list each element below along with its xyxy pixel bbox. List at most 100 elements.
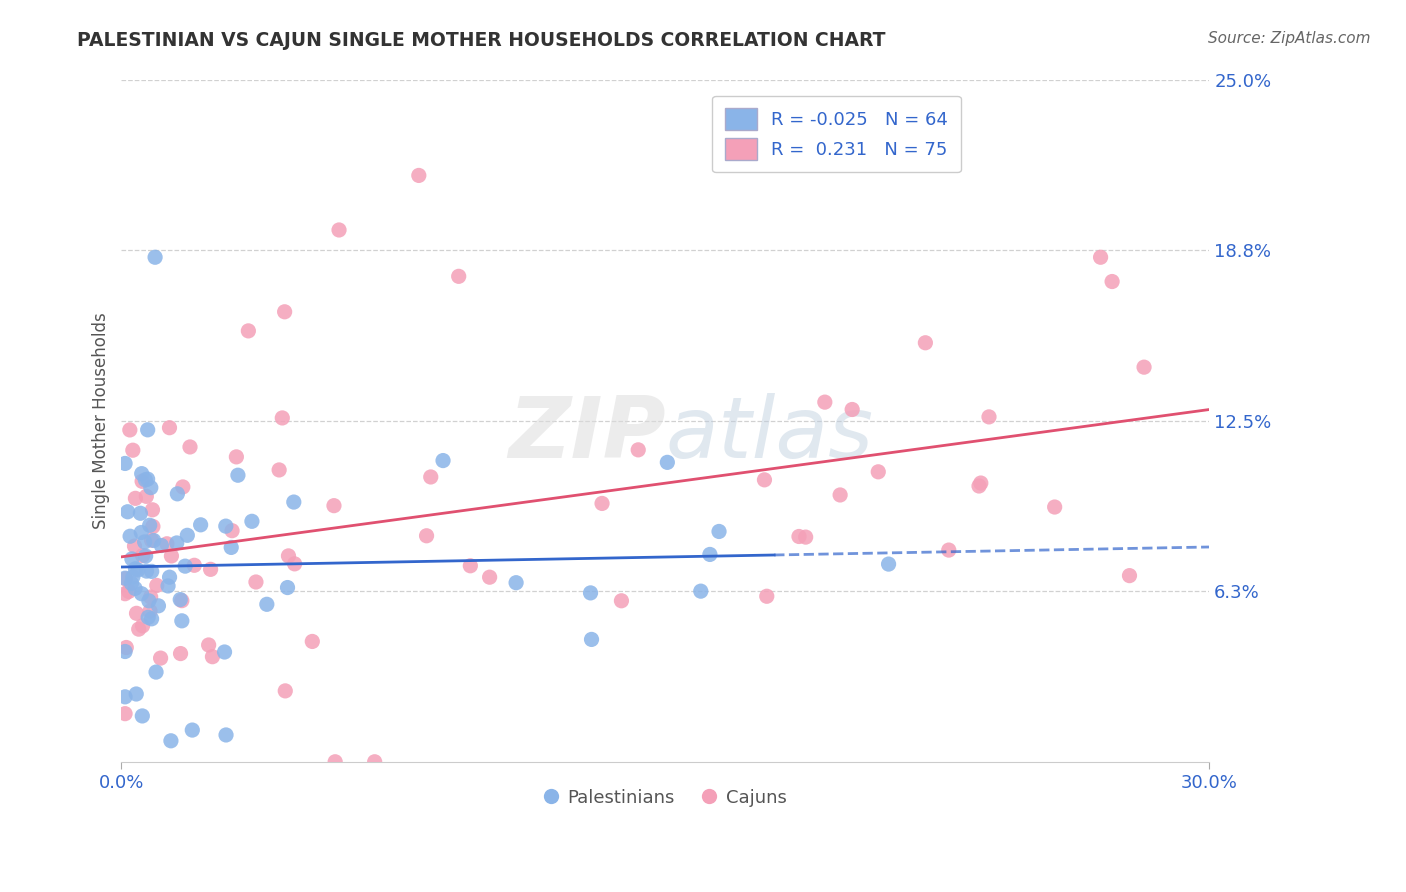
Point bbox=[136, 472, 159, 486]
Point bbox=[328, 223, 350, 237]
Point bbox=[276, 581, 298, 595]
Point bbox=[142, 519, 165, 533]
Point bbox=[129, 506, 152, 520]
Point bbox=[135, 549, 157, 563]
Point bbox=[814, 395, 837, 409]
Point bbox=[240, 514, 263, 528]
Point bbox=[478, 570, 501, 584]
Point bbox=[754, 473, 776, 487]
Point bbox=[169, 647, 191, 661]
Point bbox=[114, 571, 136, 585]
Point bbox=[157, 579, 180, 593]
Point bbox=[1090, 250, 1112, 264]
Point bbox=[432, 453, 454, 467]
Point bbox=[114, 457, 136, 471]
Point bbox=[131, 709, 153, 723]
Text: ZIP: ZIP bbox=[508, 393, 665, 476]
Point bbox=[868, 465, 890, 479]
Point bbox=[977, 409, 1000, 424]
Point bbox=[169, 592, 191, 607]
Point bbox=[755, 589, 778, 603]
Point bbox=[914, 335, 936, 350]
Point bbox=[121, 570, 143, 584]
Point bbox=[179, 440, 201, 454]
Point bbox=[183, 558, 205, 573]
Point bbox=[114, 690, 136, 704]
Point bbox=[274, 684, 297, 698]
Point bbox=[114, 572, 136, 586]
Point bbox=[136, 610, 159, 624]
Point bbox=[118, 423, 141, 437]
Point bbox=[143, 250, 166, 264]
Point bbox=[419, 470, 441, 484]
Point bbox=[214, 645, 236, 659]
Point bbox=[114, 587, 136, 601]
Point bbox=[135, 489, 157, 503]
Point bbox=[170, 593, 193, 607]
Point bbox=[219, 541, 242, 555]
Point bbox=[150, 539, 173, 553]
Point bbox=[505, 575, 527, 590]
Point bbox=[120, 529, 142, 543]
Point bbox=[1043, 500, 1066, 514]
Point bbox=[699, 548, 721, 562]
Point bbox=[181, 723, 204, 737]
Point bbox=[160, 549, 183, 563]
Point bbox=[269, 463, 291, 477]
Y-axis label: Single Mother Households: Single Mother Households bbox=[93, 312, 110, 529]
Point bbox=[238, 324, 260, 338]
Point bbox=[689, 584, 711, 599]
Point bbox=[138, 594, 160, 608]
Point bbox=[591, 496, 613, 510]
Point bbox=[139, 590, 162, 604]
Point bbox=[160, 733, 183, 747]
Point bbox=[174, 559, 197, 574]
Point bbox=[277, 549, 299, 563]
Point bbox=[131, 587, 153, 601]
Point bbox=[166, 536, 188, 550]
Point bbox=[131, 475, 153, 489]
Point bbox=[938, 543, 960, 558]
Point bbox=[967, 479, 990, 493]
Point bbox=[225, 450, 247, 464]
Point bbox=[120, 576, 142, 591]
Point bbox=[125, 687, 148, 701]
Point bbox=[283, 495, 305, 509]
Point bbox=[145, 665, 167, 679]
Point bbox=[245, 574, 267, 589]
Point bbox=[221, 524, 243, 538]
Point bbox=[131, 467, 153, 481]
Point bbox=[657, 455, 679, 469]
Point bbox=[121, 552, 143, 566]
Point bbox=[114, 644, 136, 658]
Point bbox=[172, 480, 194, 494]
Point bbox=[794, 530, 817, 544]
Point bbox=[170, 614, 193, 628]
Point bbox=[200, 562, 222, 576]
Point bbox=[149, 651, 172, 665]
Point bbox=[215, 728, 238, 742]
Point bbox=[118, 584, 141, 599]
Point bbox=[141, 533, 163, 548]
Point bbox=[141, 612, 163, 626]
Point bbox=[284, 557, 307, 571]
Point bbox=[134, 473, 156, 487]
Point bbox=[271, 411, 294, 425]
Text: PALESTINIAN VS CAJUN SINGLE MOTHER HOUSEHOLDS CORRELATION CHART: PALESTINIAN VS CAJUN SINGLE MOTHER HOUSE… bbox=[77, 31, 886, 50]
Point bbox=[124, 491, 146, 506]
Point bbox=[139, 604, 162, 618]
Point bbox=[830, 488, 852, 502]
Point bbox=[197, 638, 219, 652]
Point bbox=[121, 443, 143, 458]
Point bbox=[141, 565, 163, 579]
Point bbox=[115, 640, 138, 655]
Point bbox=[447, 269, 470, 284]
Point bbox=[1101, 275, 1123, 289]
Point bbox=[124, 539, 146, 553]
Point bbox=[787, 529, 810, 543]
Point bbox=[117, 505, 139, 519]
Point bbox=[138, 518, 160, 533]
Text: atlas: atlas bbox=[665, 393, 873, 476]
Point bbox=[190, 517, 212, 532]
Point bbox=[323, 755, 346, 769]
